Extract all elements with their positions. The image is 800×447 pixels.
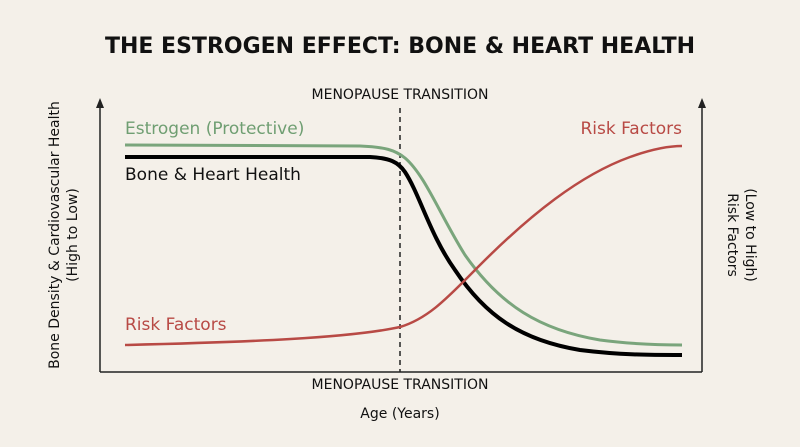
axes (99, 104, 703, 373)
arrow (96, 98, 104, 108)
curve-label: Risk Factors (580, 119, 682, 139)
arrow (698, 98, 706, 108)
left-axis-label: (High to Low) (65, 188, 81, 282)
curve-label: Bone & Heart Health (125, 165, 301, 185)
risk-curve (124, 144, 683, 347)
right-axis-label: (Low to High) (742, 188, 758, 282)
title: THE ESTROGEN EFFECT: BONE & HEART HEALTH (105, 34, 695, 59)
health-curve (125, 155, 683, 357)
curve-label: Risk Factors (125, 315, 227, 335)
transition-label: MENOPAUSE TRANSITION (312, 87, 489, 103)
transition-label: MENOPAUSE TRANSITION (312, 377, 489, 393)
left-axis-label: Bone Density & Cardiovascular Health (47, 101, 63, 369)
estrogen-curve (124, 143, 683, 347)
right-axis-label: Risk Factors (724, 193, 740, 277)
x-axis-label: Age (Years) (360, 406, 439, 422)
curve-label: Estrogen (Protective) (125, 119, 304, 139)
